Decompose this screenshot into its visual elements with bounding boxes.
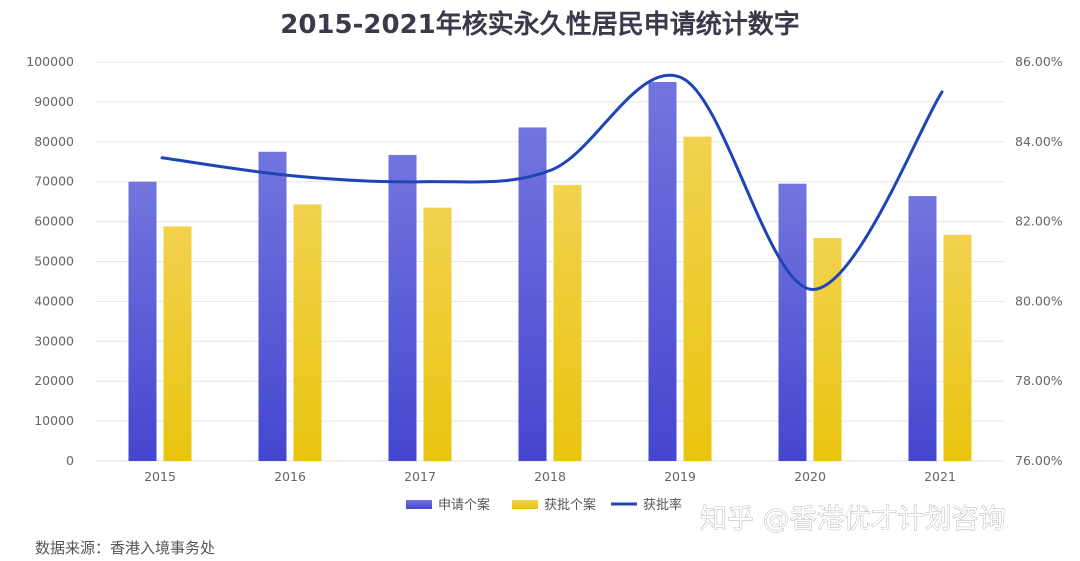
right-tick-label: 76.00% <box>1015 453 1063 468</box>
bar-approved <box>293 204 322 461</box>
x-tick-label: 2015 <box>144 469 176 484</box>
x-tick-label: 2021 <box>924 469 956 484</box>
left-tick-label: 40000 <box>34 293 74 308</box>
left-axis-ticks: 0 10000 20000 30000 40000 50000 60000 70000 8000… <box>26 54 74 468</box>
chart-title: 2015-2021年核实永久性居民申请统计数字 <box>280 9 800 40</box>
x-axis-ticks: 2015 2016 2017 2018 2019 2020 2021 <box>144 469 956 484</box>
x-tick-label: 2020 <box>794 469 826 484</box>
left-tick-label: 60000 <box>34 214 74 229</box>
left-tick-label: 80000 <box>34 134 74 149</box>
legend-approved-label: 获批个案 <box>544 498 596 513</box>
x-tick-label: 2017 <box>404 469 436 484</box>
left-tick-label: 100000 <box>26 54 74 69</box>
legend-applications-label: 申请个案 <box>438 498 490 513</box>
x-tick-label: 2016 <box>274 469 306 484</box>
left-tick-label: 10000 <box>34 413 74 428</box>
right-tick-label: 82.00% <box>1015 214 1063 229</box>
bar-approved <box>553 184 582 461</box>
bar-approved <box>943 234 972 461</box>
legend-applications-swatch <box>406 500 432 509</box>
source-note: 数据来源：香港入境事务处 <box>35 539 215 557</box>
left-tick-label: 20000 <box>34 373 74 388</box>
bar-approved <box>163 226 192 461</box>
approval-rate-line <box>160 73 944 291</box>
x-tick-label: 2018 <box>534 469 566 484</box>
legend-approval-rate-label: 获批率 <box>643 497 682 513</box>
x-tick-label: 2019 <box>664 469 696 484</box>
left-tick-label: 30000 <box>34 333 74 348</box>
bar-applications <box>258 151 287 461</box>
bar-approved <box>683 136 712 461</box>
right-tick-label: 80.00% <box>1015 293 1063 308</box>
left-tick-label: 70000 <box>34 174 74 189</box>
right-tick-label: 84.00% <box>1015 134 1063 149</box>
watermark: 知乎 @香港优才计划咨询 <box>700 504 1006 535</box>
left-tick-label: 90000 <box>34 94 74 109</box>
left-tick-label: 0 <box>66 453 74 468</box>
left-tick-label: 50000 <box>34 254 74 269</box>
right-tick-label: 78.00% <box>1015 373 1063 388</box>
bar-applications <box>128 181 157 461</box>
bar-approved <box>813 237 842 461</box>
approval-rate-series <box>160 73 944 291</box>
bar-applications <box>648 81 677 461</box>
bar-applications <box>778 183 807 461</box>
legend-approved-swatch <box>512 500 538 509</box>
bar-approved <box>423 207 452 461</box>
bars <box>128 81 972 462</box>
gridlines <box>95 61 1005 462</box>
right-axis-ticks: 76.00% 78.00% 80.00% 82.00% 84.00% 86.00% <box>1015 54 1063 468</box>
legend: 申请个案 获批个案 获批率 <box>406 497 682 513</box>
bar-applications <box>518 127 547 461</box>
bar-applications <box>908 196 937 461</box>
bar-applications <box>388 154 417 462</box>
right-tick-label: 86.00% <box>1015 54 1063 69</box>
